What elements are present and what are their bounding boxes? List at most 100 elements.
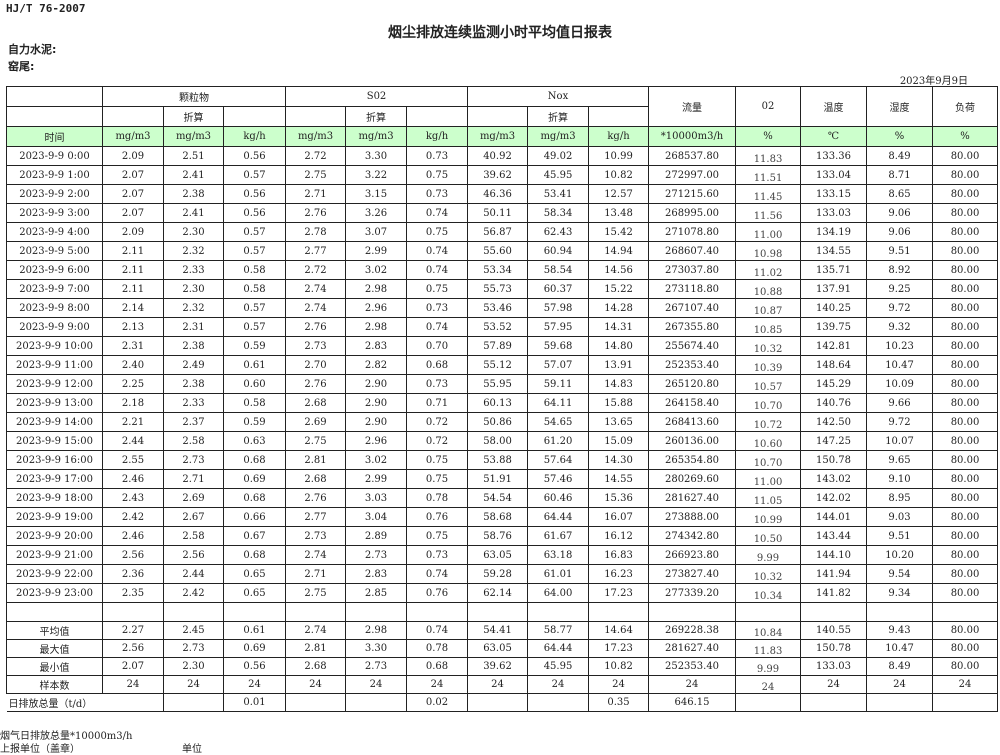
table-cell: 10.87 xyxy=(735,298,802,318)
table-cell: 24 xyxy=(735,675,802,694)
table-cell: 0.75 xyxy=(406,165,469,185)
table-cell: 2.74 xyxy=(285,545,347,565)
daily-total-cell xyxy=(800,693,868,712)
table-cell: 2.90 xyxy=(345,374,408,394)
table-cell: 9.43 xyxy=(866,621,934,640)
table-cell: 11.00 xyxy=(735,469,802,489)
stats-row: 最小值 2.07 2.30 0.56 2.68 2.73 0.68 39.62 45.95 10.… xyxy=(6,657,999,676)
table-cell: 80.00 xyxy=(932,317,999,337)
table-cell: 0.75 xyxy=(406,279,469,299)
table-cell: 2.37 xyxy=(163,412,224,432)
table-cell: 2.71 xyxy=(285,564,347,584)
table-cell: 时间 xyxy=(6,126,103,147)
table-cell: 268537.80 xyxy=(648,146,737,166)
header-blank xyxy=(588,106,650,127)
table-cell: 15.09 xyxy=(588,431,650,451)
table-cell: 0.65 xyxy=(222,564,287,584)
table-cell: 148.64 xyxy=(800,355,868,375)
table-cell: 2.30 xyxy=(163,222,224,242)
daily-total-cell xyxy=(932,693,999,712)
daily-total-cell xyxy=(527,693,590,712)
table-cell: 2023-9-9 0:00 xyxy=(6,146,103,166)
table-cell: 137.91 xyxy=(800,279,868,299)
table-cell: 80.00 xyxy=(932,639,999,658)
table-cell: 80.00 xyxy=(932,222,999,242)
table-cell: 11.51 xyxy=(735,165,802,185)
table-cell: 2.07 xyxy=(102,657,164,676)
table-cell: 2023-9-9 16:00 xyxy=(6,450,103,470)
table-cell: 0.56 xyxy=(222,184,287,204)
table-cell: 60.13 xyxy=(467,393,529,413)
table-cell: 2.68 xyxy=(285,469,347,489)
table-cell: 8.95 xyxy=(866,488,934,508)
table-cell: 58.77 xyxy=(527,621,590,640)
table-cell: 143.44 xyxy=(800,526,868,546)
table-cell: 9.06 xyxy=(866,222,934,242)
table-cell xyxy=(866,602,934,622)
table-cell: 2.07 xyxy=(102,203,164,223)
table-cell: 150.78 xyxy=(800,450,868,470)
table-cell: 0.57 xyxy=(222,298,287,318)
table-row: 2023-9-9 1:00 2.07 2.41 0.57 2.75 3.22 0.75 39.… xyxy=(6,165,999,185)
table-cell: 10.32 xyxy=(735,336,802,356)
table-cell: 53.46 xyxy=(467,298,529,318)
table-cell: 50.86 xyxy=(467,412,529,432)
table-cell: 17.23 xyxy=(588,639,650,658)
table-cell: 样本数 xyxy=(6,675,103,694)
table-cell: 2.81 xyxy=(285,450,347,470)
table-cell: 61.67 xyxy=(527,526,590,546)
table-cell: 10.85 xyxy=(735,317,802,337)
table-cell: 2.71 xyxy=(163,469,224,489)
table-cell xyxy=(735,602,802,622)
table-cell: 2.96 xyxy=(345,431,408,451)
table-cell: 2.74 xyxy=(285,279,347,299)
table-cell: 39.62 xyxy=(467,657,529,676)
flue-gas-total-label: 烟气日排放总量*10000m3/h xyxy=(0,731,133,742)
table-cell: 24 xyxy=(467,675,529,694)
table-cell: 54.54 xyxy=(467,488,529,508)
kiln-label: 窑尾: xyxy=(8,60,35,73)
table-cell: 0.57 xyxy=(222,165,287,185)
table-cell: 0.56 xyxy=(222,657,287,676)
table-row: 2023-9-9 4:00 2.09 2.30 0.57 2.78 3.07 0.75 56.… xyxy=(6,222,999,242)
table-cell: 0.67 xyxy=(222,526,287,546)
table-cell: 9.25 xyxy=(866,279,934,299)
table-cell: 145.29 xyxy=(800,374,868,394)
table-cell: 最小值 xyxy=(6,657,103,676)
table-cell: 10.50 xyxy=(735,526,802,546)
table-cell: 0.58 xyxy=(222,260,287,280)
table-cell xyxy=(932,602,999,622)
table-cell: mg/m3 xyxy=(163,126,224,147)
table-cell: 10.47 xyxy=(866,639,934,658)
table-cell: 139.75 xyxy=(800,317,868,337)
table-cell: 2.43 xyxy=(102,488,164,508)
table-cell: 9.72 xyxy=(866,412,934,432)
table-cell: 24 xyxy=(800,675,868,694)
table-cell: 140.25 xyxy=(800,298,868,318)
table-cell: 2.69 xyxy=(285,412,347,432)
table-cell: 2.33 xyxy=(163,393,224,413)
table-cell: 281627.40 xyxy=(648,639,737,658)
table-cell: mg/m3 xyxy=(527,126,590,147)
units-row: 时间 mg/m3 mg/m3 kg/h mg/m3 mg/m3 kg/h mg/m3 mg/m3… xyxy=(6,126,999,147)
blank-row xyxy=(6,602,999,622)
table-cell: 273827.40 xyxy=(648,564,737,584)
table-cell: 147.25 xyxy=(800,431,868,451)
table-cell: 252353.40 xyxy=(648,355,737,375)
table-cell: 144.10 xyxy=(800,545,868,565)
table-cell: 2.73 xyxy=(345,545,408,565)
daily-total-cell xyxy=(163,693,224,712)
table-cell: 最大值 xyxy=(6,639,103,658)
table-cell: 13.91 xyxy=(588,355,650,375)
table-cell: 60.37 xyxy=(527,279,590,299)
table-cell: 0.68 xyxy=(222,488,287,508)
table-cell: 268413.60 xyxy=(648,412,737,432)
table-cell: 3.03 xyxy=(345,488,408,508)
table-cell: 252353.40 xyxy=(648,657,737,676)
table-cell: 0.76 xyxy=(406,583,469,603)
table-cell: 24 xyxy=(932,675,999,694)
table-cell: 266923.80 xyxy=(648,545,737,565)
table-cell: 134.55 xyxy=(800,241,868,261)
table-cell: 2.07 xyxy=(102,184,164,204)
table-cell: 2.90 xyxy=(345,393,408,413)
